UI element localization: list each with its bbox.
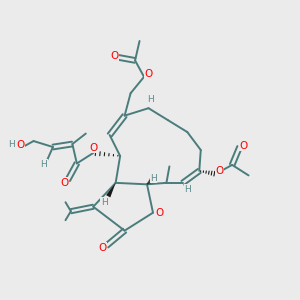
- Text: O: O: [98, 243, 106, 253]
- Text: O: O: [16, 140, 24, 150]
- Text: H: H: [184, 185, 191, 194]
- Text: O: O: [144, 69, 153, 79]
- Text: O: O: [60, 178, 68, 188]
- Text: H: H: [101, 198, 108, 207]
- Text: O: O: [155, 208, 164, 218]
- Text: H: H: [8, 140, 15, 149]
- Text: O: O: [239, 140, 247, 151]
- Text: O: O: [110, 51, 118, 61]
- Text: O: O: [89, 142, 98, 153]
- Text: H: H: [150, 174, 157, 183]
- Text: H: H: [40, 160, 47, 169]
- Text: O: O: [215, 166, 224, 176]
- Polygon shape: [106, 183, 116, 197]
- Text: H: H: [148, 95, 154, 104]
